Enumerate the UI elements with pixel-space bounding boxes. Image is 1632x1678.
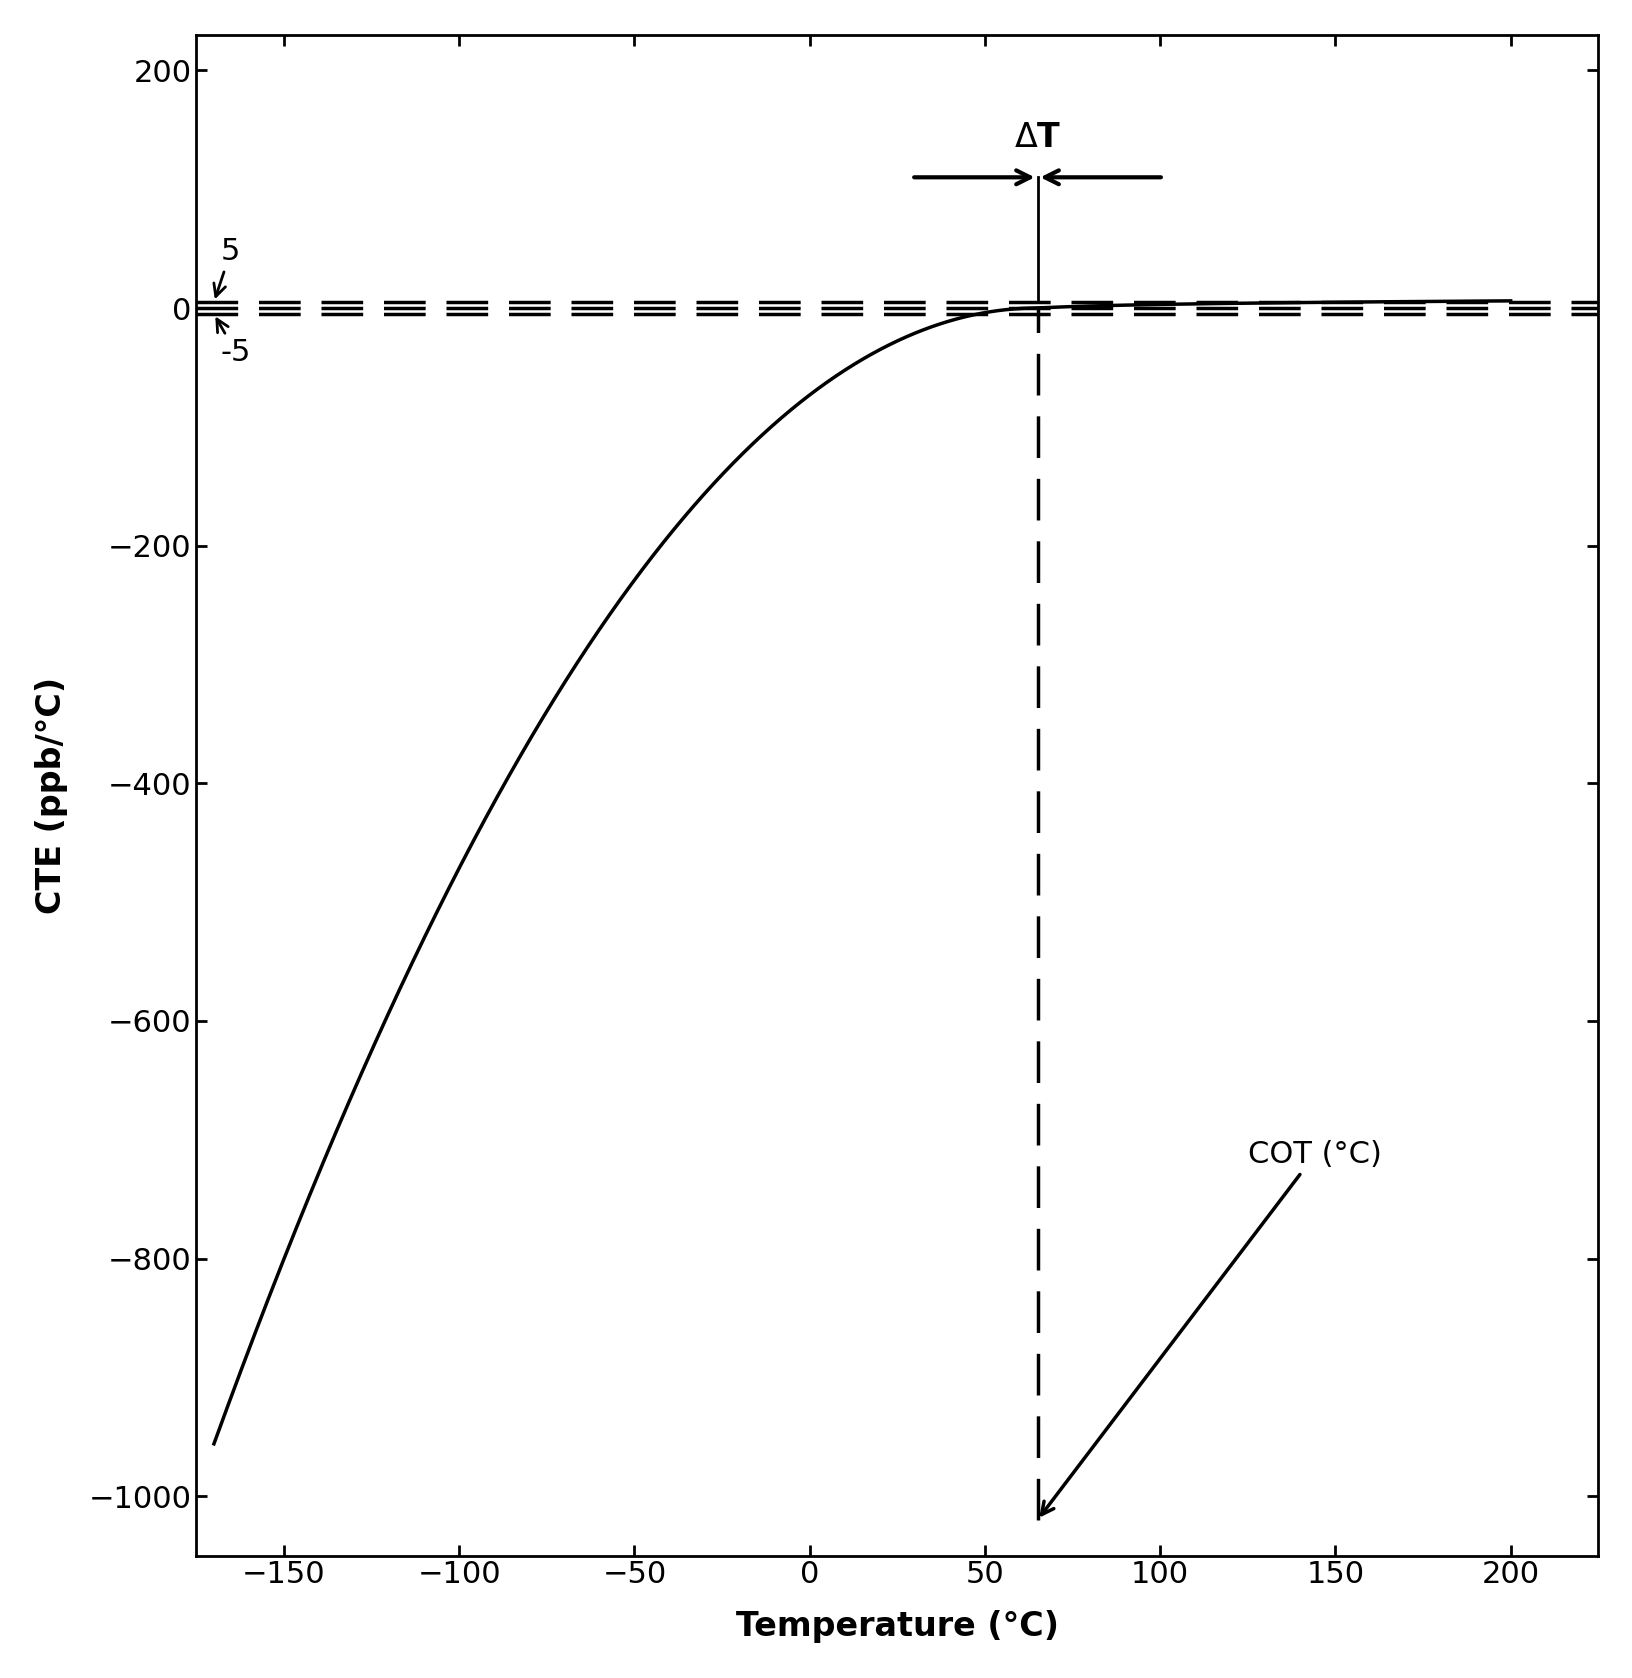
Text: -5: -5 xyxy=(217,319,251,367)
Text: COT (°C): COT (°C) xyxy=(1041,1141,1381,1515)
X-axis label: Temperature (°C): Temperature (°C) xyxy=(736,1611,1058,1643)
Text: $\Delta$T: $\Delta$T xyxy=(1013,121,1061,154)
Text: 5: 5 xyxy=(214,238,240,297)
Y-axis label: CTE (ppb/°C): CTE (ppb/°C) xyxy=(34,676,67,915)
